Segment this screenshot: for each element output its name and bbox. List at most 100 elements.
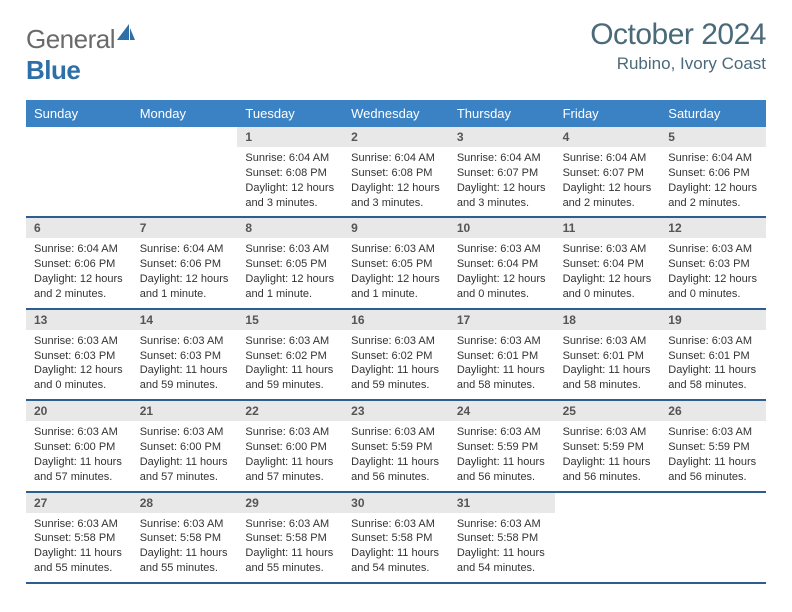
header-bar: General Blue October 2024 Rubino, Ivory … <box>26 18 766 86</box>
day-cell: 18Sunrise: 6:03 AMSunset: 6:01 PMDayligh… <box>555 310 661 399</box>
day-cell: 2Sunrise: 6:04 AMSunset: 6:08 PMDaylight… <box>343 127 449 216</box>
day-number: 23 <box>343 401 449 421</box>
day-details: Sunrise: 6:04 AMSunset: 6:07 PMDaylight:… <box>449 147 555 216</box>
day-number: 9 <box>343 218 449 238</box>
brand-blue: Blue <box>26 55 80 85</box>
weekday-header: Wednesday <box>343 100 449 127</box>
day-cell: 6Sunrise: 6:04 AMSunset: 6:06 PMDaylight… <box>26 218 132 307</box>
week-row: 13Sunrise: 6:03 AMSunset: 6:03 PMDayligh… <box>26 308 766 399</box>
day-number: 20 <box>26 401 132 421</box>
day-details: Sunrise: 6:03 AMSunset: 6:04 PMDaylight:… <box>449 238 555 307</box>
day-number: 28 <box>132 493 238 513</box>
day-details: Sunrise: 6:03 AMSunset: 5:58 PMDaylight:… <box>132 513 238 582</box>
day-cell: 31Sunrise: 6:03 AMSunset: 5:58 PMDayligh… <box>449 493 555 582</box>
day-number: 5 <box>660 127 766 147</box>
day-details: Sunrise: 6:03 AMSunset: 5:59 PMDaylight:… <box>343 421 449 490</box>
day-details: Sunrise: 6:04 AMSunset: 6:08 PMDaylight:… <box>343 147 449 216</box>
day-number: 27 <box>26 493 132 513</box>
day-details: Sunrise: 6:03 AMSunset: 6:05 PMDaylight:… <box>237 238 343 307</box>
day-number <box>132 127 238 133</box>
day-details: Sunrise: 6:03 AMSunset: 6:01 PMDaylight:… <box>555 330 661 399</box>
week-row: 27Sunrise: 6:03 AMSunset: 5:58 PMDayligh… <box>26 491 766 582</box>
day-number: 25 <box>555 401 661 421</box>
day-number: 3 <box>449 127 555 147</box>
day-details: Sunrise: 6:04 AMSunset: 6:06 PMDaylight:… <box>132 238 238 307</box>
day-number: 12 <box>660 218 766 238</box>
day-details: Sunrise: 6:03 AMSunset: 6:00 PMDaylight:… <box>237 421 343 490</box>
day-details: Sunrise: 6:03 AMSunset: 5:58 PMDaylight:… <box>449 513 555 582</box>
day-number: 29 <box>237 493 343 513</box>
day-number: 16 <box>343 310 449 330</box>
page-title: October 2024 <box>590 18 766 52</box>
day-details: Sunrise: 6:03 AMSunset: 6:00 PMDaylight:… <box>26 421 132 490</box>
day-cell: 12Sunrise: 6:03 AMSunset: 6:03 PMDayligh… <box>660 218 766 307</box>
day-cell: 16Sunrise: 6:03 AMSunset: 6:02 PMDayligh… <box>343 310 449 399</box>
day-cell: 21Sunrise: 6:03 AMSunset: 6:00 PMDayligh… <box>132 401 238 490</box>
day-cell: 11Sunrise: 6:03 AMSunset: 6:04 PMDayligh… <box>555 218 661 307</box>
weeks-container: 1Sunrise: 6:04 AMSunset: 6:08 PMDaylight… <box>26 127 766 584</box>
day-cell <box>26 127 132 216</box>
day-cell: 23Sunrise: 6:03 AMSunset: 5:59 PMDayligh… <box>343 401 449 490</box>
day-cell: 22Sunrise: 6:03 AMSunset: 6:00 PMDayligh… <box>237 401 343 490</box>
day-details: Sunrise: 6:04 AMSunset: 6:06 PMDaylight:… <box>26 238 132 307</box>
weekday-header: Monday <box>132 100 238 127</box>
weekday-header: Sunday <box>26 100 132 127</box>
day-number <box>660 493 766 499</box>
day-details: Sunrise: 6:03 AMSunset: 6:03 PMDaylight:… <box>26 330 132 399</box>
brand-text: General Blue <box>26 24 135 86</box>
day-number: 17 <box>449 310 555 330</box>
day-cell: 26Sunrise: 6:03 AMSunset: 5:59 PMDayligh… <box>660 401 766 490</box>
day-number: 10 <box>449 218 555 238</box>
day-details: Sunrise: 6:04 AMSunset: 6:08 PMDaylight:… <box>237 147 343 216</box>
day-cell: 19Sunrise: 6:03 AMSunset: 6:01 PMDayligh… <box>660 310 766 399</box>
day-details: Sunrise: 6:03 AMSunset: 5:58 PMDaylight:… <box>237 513 343 582</box>
day-number: 8 <box>237 218 343 238</box>
day-cell: 5Sunrise: 6:04 AMSunset: 6:06 PMDaylight… <box>660 127 766 216</box>
day-details: Sunrise: 6:03 AMSunset: 6:03 PMDaylight:… <box>660 238 766 307</box>
day-details: Sunrise: 6:03 AMSunset: 6:02 PMDaylight:… <box>343 330 449 399</box>
day-details: Sunrise: 6:03 AMSunset: 6:02 PMDaylight:… <box>237 330 343 399</box>
brand-general: General <box>26 24 115 54</box>
day-details: Sunrise: 6:03 AMSunset: 5:59 PMDaylight:… <box>660 421 766 490</box>
day-number: 30 <box>343 493 449 513</box>
day-cell <box>555 493 661 582</box>
day-details: Sunrise: 6:03 AMSunset: 6:03 PMDaylight:… <box>132 330 238 399</box>
day-details: Sunrise: 6:03 AMSunset: 6:00 PMDaylight:… <box>132 421 238 490</box>
week-row: 1Sunrise: 6:04 AMSunset: 6:08 PMDaylight… <box>26 127 766 216</box>
day-details: Sunrise: 6:03 AMSunset: 6:01 PMDaylight:… <box>660 330 766 399</box>
sail-icon <box>117 24 135 40</box>
day-cell: 13Sunrise: 6:03 AMSunset: 6:03 PMDayligh… <box>26 310 132 399</box>
week-row: 6Sunrise: 6:04 AMSunset: 6:06 PMDaylight… <box>26 216 766 307</box>
day-number: 4 <box>555 127 661 147</box>
day-details: Sunrise: 6:03 AMSunset: 6:04 PMDaylight:… <box>555 238 661 307</box>
day-details: Sunrise: 6:03 AMSunset: 5:59 PMDaylight:… <box>449 421 555 490</box>
weekday-header: Saturday <box>660 100 766 127</box>
day-cell: 14Sunrise: 6:03 AMSunset: 6:03 PMDayligh… <box>132 310 238 399</box>
weekday-header: Thursday <box>449 100 555 127</box>
day-cell: 3Sunrise: 6:04 AMSunset: 6:07 PMDaylight… <box>449 127 555 216</box>
weekday-header: Tuesday <box>237 100 343 127</box>
day-cell: 24Sunrise: 6:03 AMSunset: 5:59 PMDayligh… <box>449 401 555 490</box>
day-number: 11 <box>555 218 661 238</box>
day-number: 15 <box>237 310 343 330</box>
day-cell: 25Sunrise: 6:03 AMSunset: 5:59 PMDayligh… <box>555 401 661 490</box>
day-details: Sunrise: 6:03 AMSunset: 5:59 PMDaylight:… <box>555 421 661 490</box>
day-cell: 29Sunrise: 6:03 AMSunset: 5:58 PMDayligh… <box>237 493 343 582</box>
day-number <box>26 127 132 133</box>
weekday-header-row: Sunday Monday Tuesday Wednesday Thursday… <box>26 100 766 127</box>
day-number: 2 <box>343 127 449 147</box>
brand-logo: General Blue <box>26 18 135 86</box>
day-details: Sunrise: 6:03 AMSunset: 6:05 PMDaylight:… <box>343 238 449 307</box>
day-cell <box>132 127 238 216</box>
day-number: 1 <box>237 127 343 147</box>
day-cell: 30Sunrise: 6:03 AMSunset: 5:58 PMDayligh… <box>343 493 449 582</box>
weekday-header: Friday <box>555 100 661 127</box>
day-cell: 20Sunrise: 6:03 AMSunset: 6:00 PMDayligh… <box>26 401 132 490</box>
calendar: Sunday Monday Tuesday Wednesday Thursday… <box>26 100 766 584</box>
day-number: 31 <box>449 493 555 513</box>
day-number: 21 <box>132 401 238 421</box>
day-number: 26 <box>660 401 766 421</box>
day-number: 7 <box>132 218 238 238</box>
day-cell: 8Sunrise: 6:03 AMSunset: 6:05 PMDaylight… <box>237 218 343 307</box>
day-cell: 17Sunrise: 6:03 AMSunset: 6:01 PMDayligh… <box>449 310 555 399</box>
